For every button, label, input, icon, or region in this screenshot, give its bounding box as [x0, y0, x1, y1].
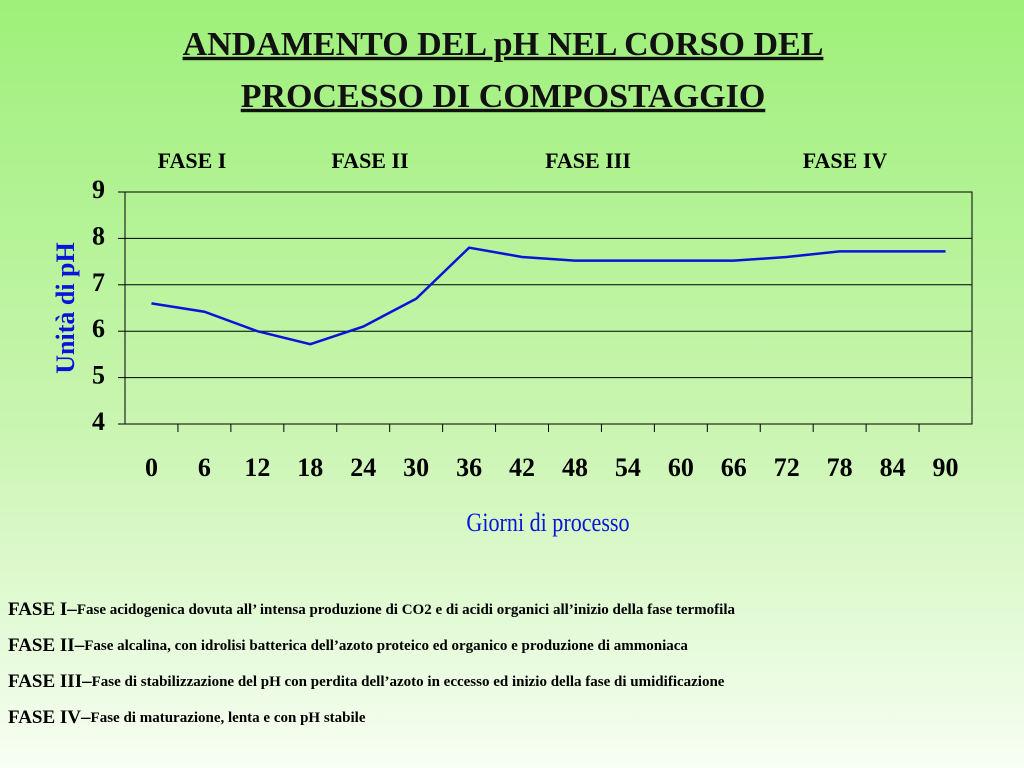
note-label: FASE II–	[8, 635, 85, 656]
data-line	[151, 246, 946, 346]
phase-label: FASE II	[331, 148, 408, 173]
phase-note: FASE II–Fase alcalina, con idrolisi batt…	[8, 635, 688, 656]
x-tick-label: 60	[668, 453, 694, 482]
x-tick-label: 84	[880, 453, 906, 482]
note-text: Fase di stabilizzazione del pH con perdi…	[92, 674, 725, 690]
x-tick-label: 6	[198, 453, 211, 482]
phase-label: FASE III	[545, 148, 631, 173]
x-tick-label: 24	[350, 453, 376, 482]
phase-note: FASE I–Fase acidogenica dovuta all’ inte…	[8, 599, 735, 620]
x-tick-label: 48	[562, 453, 588, 482]
note-label: FASE I–	[8, 599, 77, 620]
phase-note: FASE IV–Fase di maturazione, lenta e con…	[8, 707, 366, 728]
note-text: Fase di maturazione, lenta e con pH stab…	[91, 710, 366, 726]
y-tick-label: 6	[92, 314, 105, 343]
x-tick-label: 30	[403, 453, 429, 482]
note-label: FASE IV–	[8, 707, 91, 728]
title: PROCESSO DI COMPOSTAGGIO	[241, 78, 766, 115]
phase-note: FASE III–Fase di stabilizzazione del pH …	[8, 671, 725, 692]
x-axis-label: Giorni di processo	[466, 509, 629, 537]
x-tick-label: 90	[933, 453, 959, 482]
title: ANDAMENTO DEL pH NEL CORSO DEL	[183, 26, 824, 63]
y-tick-label: 8	[92, 221, 105, 250]
note-text: Fase alcalina, con idrolisi batterica de…	[84, 638, 688, 654]
x-tick-label: 72	[774, 453, 800, 482]
y-tick-label: 5	[92, 361, 105, 390]
y-tick-label: 7	[92, 268, 105, 297]
x-tick-label: 54	[615, 453, 641, 482]
x-tick-label: 36	[456, 453, 482, 482]
y-tick-label: 9	[92, 175, 105, 204]
x-tick-label: 42	[509, 453, 535, 482]
x-tick-label: 12	[244, 453, 270, 482]
x-tick-label: 78	[827, 453, 853, 482]
note-label: FASE III–	[8, 671, 92, 692]
x-tick-label: 66	[721, 453, 747, 482]
note-text: Fase acidogenica dovuta all’ intensa pro…	[77, 602, 736, 618]
phase-label: FASE IV	[803, 148, 888, 173]
phase-label: FASE I	[158, 148, 227, 173]
x-tick-label: 0	[145, 453, 158, 482]
x-tick-label: 18	[297, 453, 323, 482]
y-axis-label: Unità di pH	[51, 242, 80, 374]
y-tick-label: 4	[92, 407, 105, 436]
